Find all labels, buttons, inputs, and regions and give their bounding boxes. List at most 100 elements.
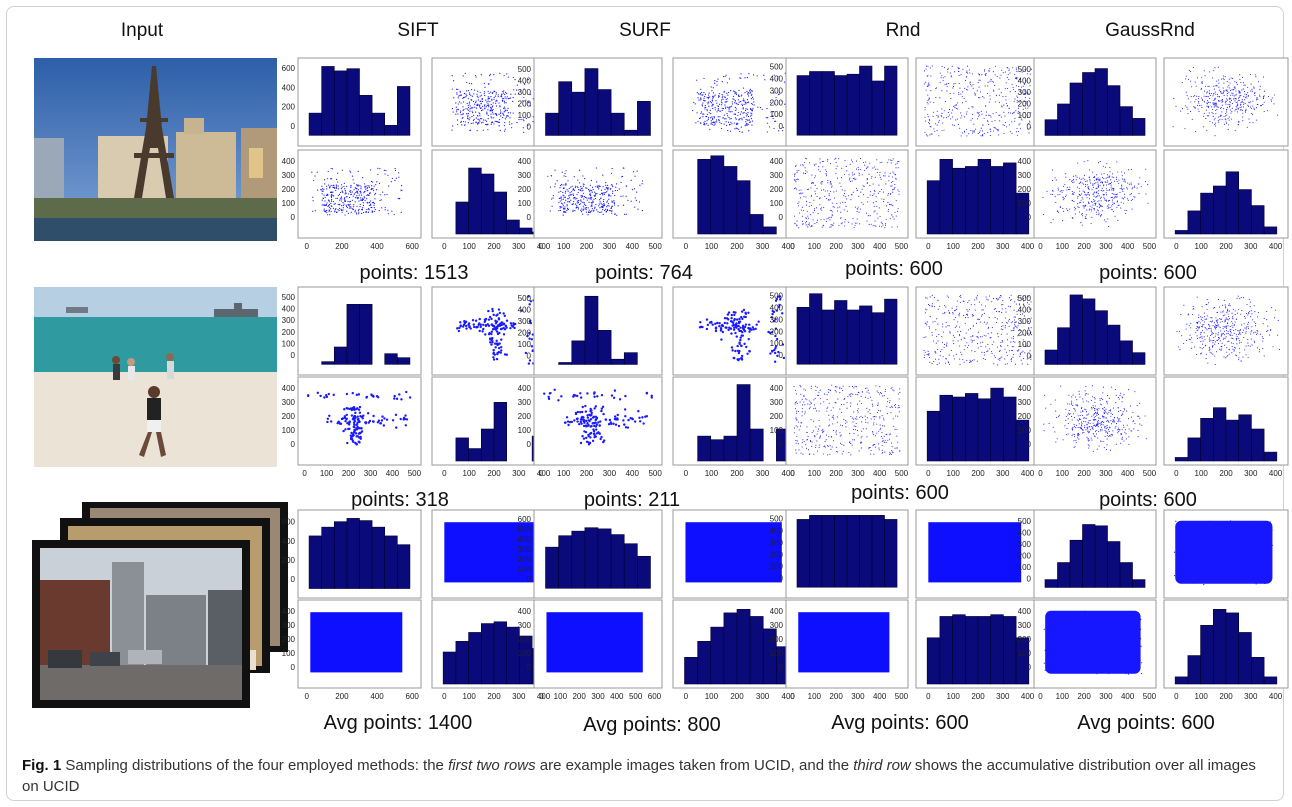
scatter-point: [724, 104, 726, 106]
scatter-point: [475, 76, 477, 78]
scatter-point: [364, 197, 366, 199]
scatter-point: [935, 88, 937, 90]
scatter-point: [1145, 193, 1147, 195]
scatter-point: [871, 175, 873, 177]
scatter-point: [337, 188, 340, 190]
scatter-point: [996, 129, 998, 131]
scatter-point: [852, 421, 854, 423]
scatter-point: [958, 67, 960, 69]
scatter-point: [706, 120, 708, 122]
scatter-point: [524, 351, 528, 355]
scatter-point: [1260, 105, 1262, 107]
scatter-point: [963, 116, 965, 118]
scatter-point: [587, 197, 589, 199]
scatter-point: [981, 113, 983, 115]
scatter-point: [891, 386, 893, 388]
scatter-point: [693, 101, 695, 104]
scatter-point: [1231, 102, 1233, 104]
scatter-point: [1078, 183, 1080, 185]
scatter-point: [1186, 106, 1188, 108]
scatter-point: [400, 398, 403, 401]
scatter-point: [630, 200, 632, 202]
scatter-point: [822, 166, 824, 168]
scatter-point: [1105, 181, 1107, 183]
scatter-point: [528, 331, 531, 335]
scatter-point: [552, 197, 554, 199]
scatter-point: [341, 186, 343, 188]
scatter-point: [898, 193, 900, 195]
scatter-point: [815, 410, 817, 412]
xtick-label: 200: [1219, 242, 1233, 251]
scatter-point: [872, 405, 874, 407]
xtick-label: 100: [557, 469, 571, 478]
scatter-point: [1029, 308, 1031, 310]
scatter-point: [576, 206, 578, 208]
scatter-point: [778, 295, 782, 298]
scatter-point: [869, 446, 871, 449]
scatter-point: [872, 445, 874, 447]
scatter-point: [509, 97, 512, 99]
scatter-point: [460, 94, 463, 96]
scatter-point: [1234, 87, 1236, 89]
scatter-point: [1054, 177, 1056, 179]
scatter-point: [942, 356, 944, 358]
scatter-point: [565, 416, 569, 419]
scatter-point: [880, 427, 882, 429]
scatter-point: [750, 112, 752, 114]
scatter-point: [945, 326, 947, 328]
scatter-point: [966, 76, 968, 78]
scatter-point: [638, 201, 641, 203]
scatter-point: [1011, 357, 1013, 359]
scatter-point: [1213, 85, 1215, 87]
scatter-point: [856, 429, 858, 432]
scatter-point: [1030, 127, 1032, 129]
histogram-bar: [723, 435, 738, 462]
scatter-point: [1085, 181, 1087, 183]
scatter-point: [1262, 76, 1265, 78]
scatter-point: [794, 173, 796, 175]
scatter-point: [1086, 197, 1088, 199]
scatter-point: [1020, 359, 1022, 361]
scatter-point: [1122, 190, 1124, 192]
scatter-point: [890, 162, 892, 164]
scatter-point: [817, 212, 819, 215]
scatter-point: [749, 88, 752, 90]
scatter-point: [1224, 102, 1226, 104]
scatter-point: [1013, 100, 1015, 102]
scatter-point: [867, 215, 869, 217]
scatter-point: [581, 208, 583, 210]
scatter-point: [772, 117, 774, 120]
scatter-point: [925, 297, 927, 299]
scatter-point: [472, 323, 475, 326]
scatter-point: [503, 114, 505, 116]
histogram-bar: [384, 353, 398, 365]
scatter-point: [1217, 106, 1219, 108]
scatter-point: [623, 423, 626, 426]
scatter-point: [350, 436, 353, 439]
scatter-point: [1123, 188, 1125, 190]
scatter-point: [470, 107, 472, 109]
scatter-point: [833, 418, 835, 420]
scatter-point: [323, 396, 326, 399]
scatter-point: [495, 120, 498, 123]
scatter-point: [509, 322, 513, 325]
scatter-point: [1226, 98, 1228, 100]
scatter-point: [338, 193, 341, 195]
scatter-point: [748, 119, 750, 122]
scatter-point: [848, 394, 850, 396]
scatter-point: [1116, 200, 1119, 202]
scatter-point: [574, 187, 576, 189]
scatter-point: [862, 203, 864, 205]
scatter-point: [943, 117, 945, 119]
scatter-point: [851, 172, 853, 174]
scatter-point: [1240, 102, 1242, 104]
scatter-point: [513, 326, 516, 330]
scatter-point: [951, 65, 953, 67]
scatter-point: [739, 118, 741, 120]
scatter-point: [1018, 124, 1020, 126]
scatter-point: [993, 308, 996, 310]
scatter-point: [724, 107, 727, 109]
scatter-point: [1239, 109, 1241, 111]
scatter-point: [1027, 332, 1029, 334]
scatter-point: [374, 198, 376, 200]
